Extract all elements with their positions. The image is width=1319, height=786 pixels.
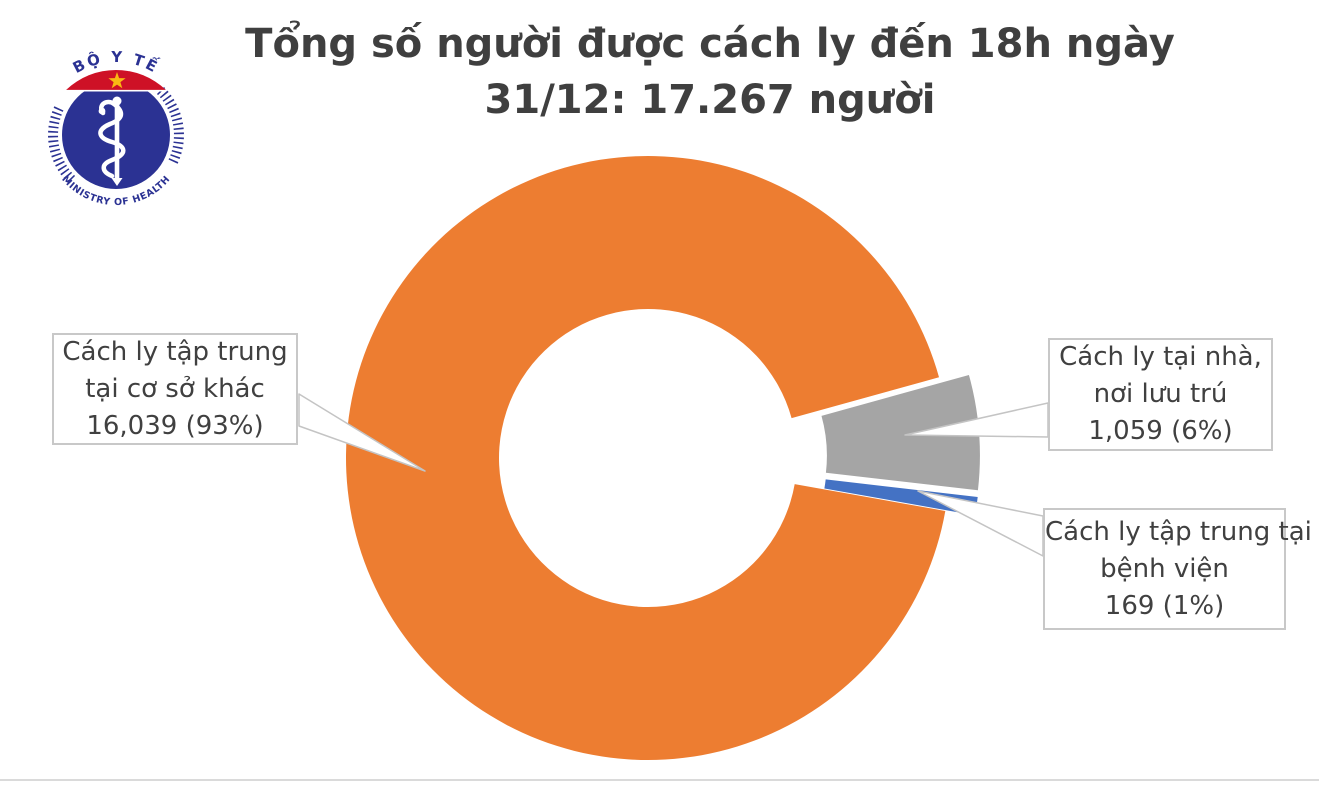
bottom-divider xyxy=(0,779,1319,781)
other-facilities-slice xyxy=(345,155,946,761)
logo-tick-arc-right xyxy=(156,86,184,164)
callout-text-line: Cách ly tập trung tại xyxy=(1045,516,1312,547)
callout-text-line: Cách ly tập trung xyxy=(62,336,288,367)
callout-value: 169 (1%) xyxy=(1104,590,1225,621)
callout-value: 16,039 (93%) xyxy=(86,410,264,441)
callout-text-line: tại cơ sở khác xyxy=(85,373,265,404)
leader-line-left xyxy=(298,393,426,472)
callout-label-other-facilities: Cách ly tập trung tại cơ sở khác 16,039 … xyxy=(52,333,298,445)
leader-lines xyxy=(298,393,1049,557)
callout-label-hospital: Cách ly tập trung tại bệnh viện 169 (1%) xyxy=(1043,508,1312,630)
star-icon xyxy=(108,72,126,89)
callout-value: 1,059 (6%) xyxy=(1088,416,1233,446)
hospital-slice xyxy=(824,479,978,516)
callout-text-line: bệnh viện xyxy=(1100,553,1229,584)
chart-title-line2: 31/12: 17.267 người xyxy=(484,77,936,123)
callout-label-home-residence: Cách ly tại nhà, nơi lưu trú 1,059 (6%) xyxy=(1048,338,1273,451)
callout-text-line: Cách ly tại nhà, xyxy=(1059,342,1262,372)
chart-title: Tổng số người được cách ly đến 18h ngày … xyxy=(110,16,1310,128)
chart-title-line1: Tổng số người được cách ly đến 18h ngày xyxy=(245,21,1175,67)
rod-of-asclepius-icon xyxy=(98,96,126,186)
home-residence-slice xyxy=(821,374,980,491)
donut-slices xyxy=(345,155,980,761)
logo-tick-arc-left xyxy=(48,106,76,184)
callout-text-line: nơi lưu trú xyxy=(1093,379,1228,409)
